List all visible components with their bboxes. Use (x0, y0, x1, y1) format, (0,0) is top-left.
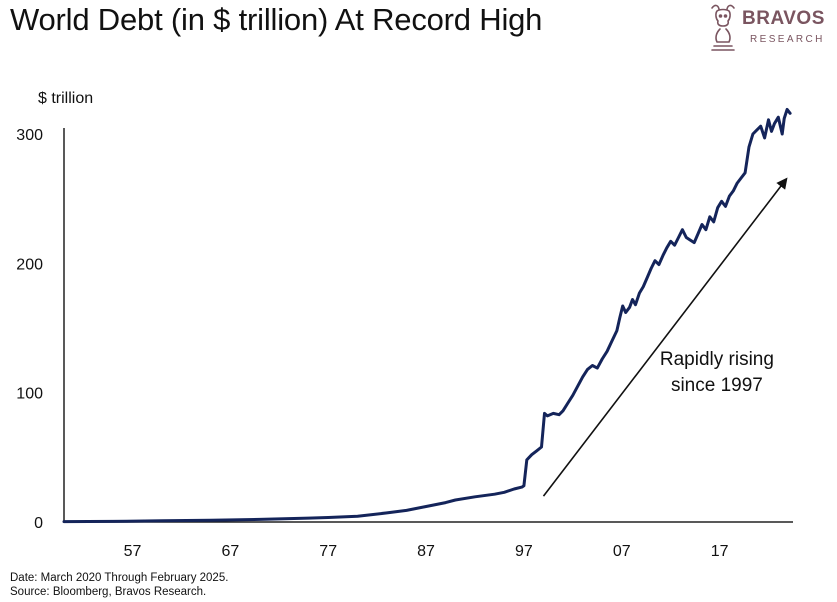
x-tick-label: 97 (515, 543, 533, 560)
brand-name: BRAVOS (742, 8, 825, 29)
x-tick-label: 67 (221, 543, 239, 560)
x-tick-label: 77 (319, 543, 337, 560)
x-tick-label: 17 (711, 543, 729, 560)
x-tick-label: 57 (124, 543, 142, 560)
x-tick-label: 87 (417, 543, 435, 560)
annotation-text-line2: since 1997 (671, 375, 763, 396)
annotation-arrow (542, 177, 788, 497)
y-tick-label: 300 (16, 127, 43, 144)
brand-subtitle: RESEARCH (750, 34, 825, 45)
date-note: Date: March 2020 Through February 2025. (10, 572, 229, 584)
y-tick-label: 100 (16, 386, 43, 403)
source-note: Source: Bloomberg, Bravos Research. (10, 586, 207, 598)
debt-series-line (62, 107, 792, 524)
chart-footer: Date: March 2020 Through February 2025. … (10, 571, 228, 599)
x-tick-label: 07 (613, 543, 631, 560)
annotation-text-line1: Rapidly rising (660, 349, 774, 370)
y-tick-label: 0 (34, 515, 43, 532)
chart-title: World Debt (in $ trillion) At Record Hig… (10, 2, 543, 37)
brand-logo: BRAVOS RESEARCH (706, 2, 832, 58)
bull-chess-knight-icon (711, 4, 735, 51)
y-axis-unit-label: $ trillion (38, 90, 94, 107)
y-tick-label: 200 (16, 256, 43, 273)
